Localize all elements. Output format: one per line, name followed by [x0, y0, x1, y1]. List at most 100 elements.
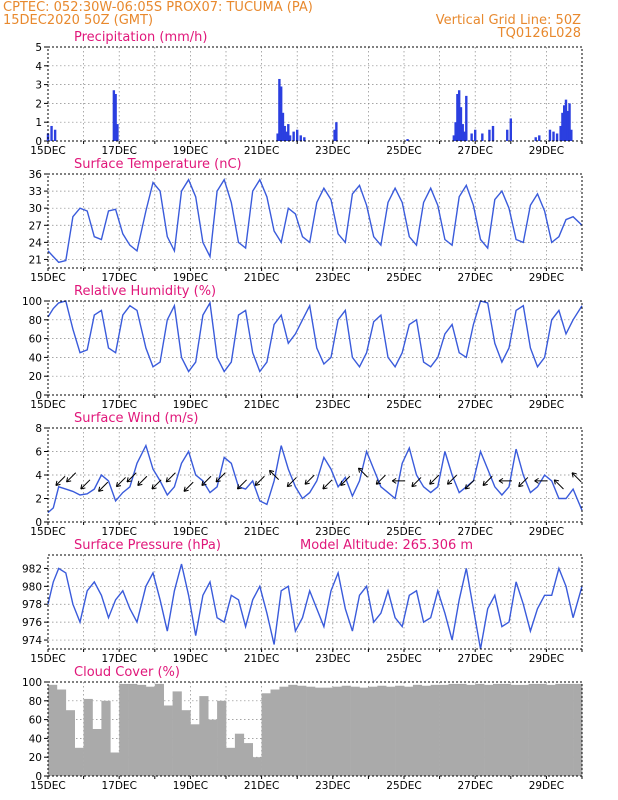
cloud-bar — [519, 684, 529, 776]
wind-arrow-head — [357, 467, 364, 473]
cloud-bar — [48, 684, 58, 776]
panel-temp: Surface Temperature (nC) 21 24 27 30 33 36 15DE… — [29, 157, 583, 284]
precip-bar — [488, 129, 491, 141]
rh-series-line — [47, 300, 583, 373]
wind-arrow — [236, 479, 247, 490]
cloud-bar — [564, 683, 574, 776]
wind-arrow-head — [411, 481, 417, 488]
x-tick-label: 29DEC — [529, 272, 564, 284]
x-tick-label: 19DEC — [173, 653, 208, 665]
precip-bar — [564, 99, 568, 141]
x-tick-label: 23DEC — [315, 780, 350, 792]
precip-bar — [465, 95, 468, 141]
wind-arrow-shaft — [215, 472, 226, 483]
x-tick-label: 29DEC — [529, 399, 564, 411]
wind-arrow-shaft — [482, 475, 493, 486]
panel-frame — [47, 173, 583, 269]
x-tick-label: 27DEC — [457, 780, 492, 792]
wind-arrow-shaft — [411, 477, 422, 487]
cloud-bar — [439, 684, 449, 776]
x-tick-label: 23DEC — [315, 653, 350, 665]
cloud-bar — [395, 685, 405, 776]
cloud-bar — [510, 684, 520, 776]
panel-frame — [47, 681, 583, 777]
x-tick-label: 27DEC — [457, 145, 492, 157]
wind-arrow-head — [304, 479, 310, 485]
wind-arrow-shaft — [553, 479, 564, 490]
precip-bar — [53, 129, 57, 141]
panel-title: Surface Temperature (nC) — [74, 157, 242, 172]
cloud-bar — [181, 710, 191, 776]
wind-arrow-head — [446, 479, 453, 485]
precip-bar — [281, 112, 285, 141]
pressure-series-line — [47, 563, 583, 650]
temp-series-line — [47, 178, 583, 264]
wind-arrow-head — [126, 477, 132, 483]
wind-arrow-shaft — [254, 475, 265, 486]
wind-arrow-shaft — [237, 479, 247, 490]
wind-arrow-shaft — [286, 477, 297, 487]
panel-pressure: Surface Pressure (hPa) Model Altitude: 26… — [22, 538, 583, 665]
precip-bar — [296, 129, 299, 141]
wind-arrow — [55, 475, 66, 486]
cloud-bar — [199, 696, 209, 776]
x-tick-label: 17DEC — [101, 526, 136, 538]
wind-arrow-shaft — [116, 477, 126, 487]
wind-arrow — [375, 474, 386, 485]
y-tick-label: 40 — [29, 352, 42, 364]
wind-arrow-shaft — [80, 479, 91, 490]
x-tick-label: 17DEC — [101, 780, 136, 792]
y-tick-label: 33 — [29, 186, 42, 198]
wind-arrow-head — [553, 479, 559, 485]
wind-arrow-shaft — [375, 474, 386, 485]
wind-arrow — [183, 481, 194, 492]
cloud-bar — [555, 683, 565, 776]
precip-bar — [287, 124, 290, 141]
wind-arrow — [151, 479, 162, 490]
precip-bar — [457, 90, 461, 141]
cloud-bar — [323, 687, 334, 776]
cloud-bar — [386, 686, 396, 776]
wind-arrow-shaft — [151, 479, 162, 490]
y-tick-label: 36 — [29, 169, 43, 181]
y-tick-label: 24 — [29, 237, 43, 249]
precip-bar — [276, 133, 279, 141]
wind-arrow-head — [98, 486, 104, 492]
cloud-bar — [288, 684, 298, 776]
cloud-bar — [74, 747, 84, 776]
x-tick-label: 15DEC — [30, 272, 65, 284]
precip-bar — [559, 125, 562, 141]
wind-arrow-shaft — [447, 474, 458, 485]
x-tick-label: 21DEC — [244, 653, 279, 665]
precip-bar — [563, 105, 566, 141]
x-tick-label: 17DEC — [101, 272, 136, 284]
precip-bar — [333, 129, 336, 141]
cloud-bar — [279, 686, 289, 776]
wind-arrow — [411, 477, 422, 488]
y-tick-label: 0 — [35, 517, 42, 529]
precip-bar — [461, 124, 464, 141]
precip-bar — [491, 125, 495, 141]
x-tick-label: 27DEC — [457, 653, 492, 665]
precip-bar — [112, 90, 116, 141]
precip-bar — [570, 129, 573, 141]
wind-arrow-shaft — [269, 470, 280, 480]
y-tick-label: 976 — [22, 617, 42, 629]
cloud-bar — [226, 747, 236, 776]
x-tick-label: 23DEC — [315, 526, 350, 538]
wind-arrow-shaft — [304, 474, 315, 485]
wind-arrow — [268, 469, 280, 480]
wind-arrow — [340, 475, 351, 486]
cloud-bar — [154, 683, 164, 776]
cloud-bar — [119, 683, 129, 776]
x-tick-label: 27DEC — [457, 272, 492, 284]
cloud-bar — [190, 724, 200, 776]
y-tick-label: 974 — [22, 635, 42, 647]
wind-arrow — [429, 474, 440, 485]
x-tick-label: 17DEC — [101, 653, 136, 665]
wind-arrow — [201, 475, 212, 486]
x-tick-label: 21DEC — [244, 145, 279, 157]
x-tick-label: 19DEC — [173, 272, 208, 284]
cloud-bar — [145, 686, 156, 776]
wind-arrow-head — [183, 486, 189, 492]
